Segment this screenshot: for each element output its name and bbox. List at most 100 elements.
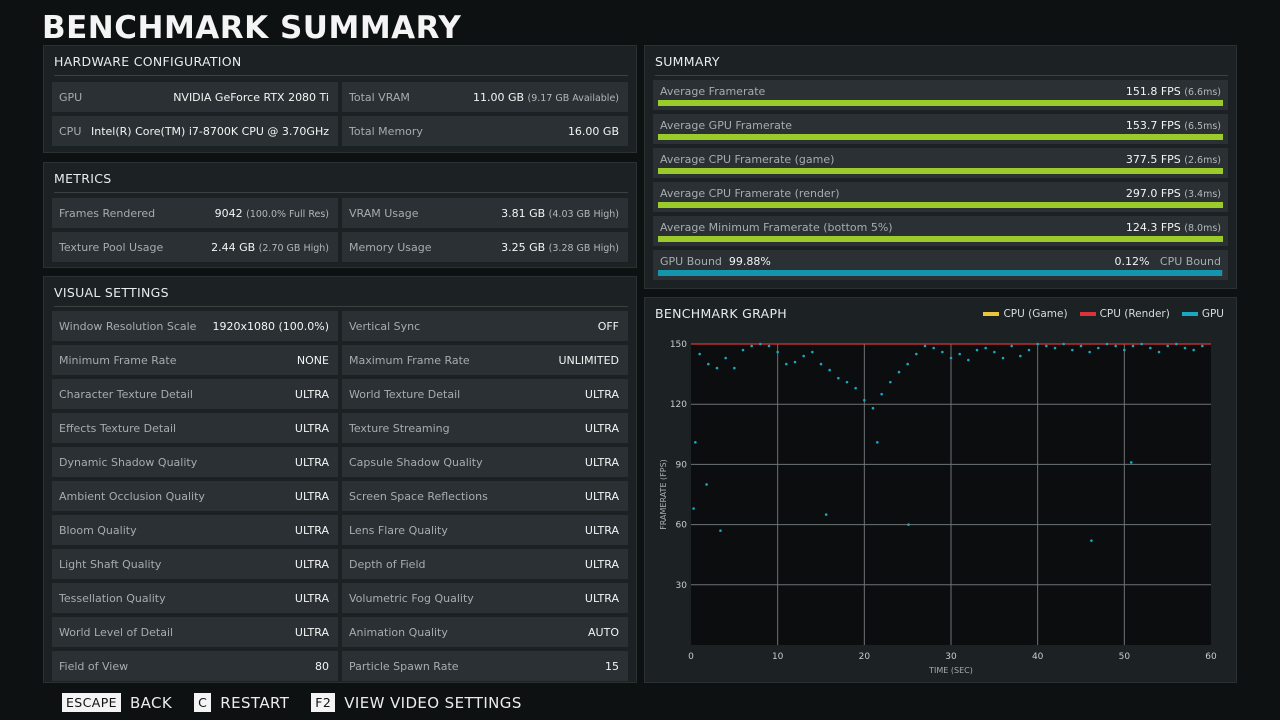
gpu-framerate-point	[1201, 344, 1204, 348]
gpu-framerate-point	[1019, 354, 1022, 358]
action-label: BACK	[129, 693, 173, 712]
x-tick-label: 30	[945, 652, 957, 662]
setting-cell: World Level of Detail ULTRA	[52, 617, 338, 647]
vram-value-wrap: 11.00 GB (9.17 GB Available)	[473, 91, 619, 104]
benchmark-graph-panel: BENCHMARK GRAPH CPU (Game) CPU (Render) GP…	[644, 297, 1237, 683]
setting-cell: Field of View 80	[52, 651, 338, 681]
gpu-framerate-point	[941, 350, 944, 354]
summary-bar	[658, 202, 1223, 208]
setting-value: AUTO	[588, 626, 619, 639]
setting-cell: Maximum Frame Rate UNLIMITED	[342, 345, 628, 375]
summary-bar-fill	[658, 100, 1223, 106]
setting-value: 80	[315, 660, 329, 673]
gpu-framerate-point	[733, 366, 736, 370]
footer-action-restart[interactable]: C RESTART	[194, 693, 289, 712]
gpu-framerate-point	[1036, 342, 1039, 346]
setting-value: ULTRA	[584, 524, 619, 537]
gpu-bound-fill	[658, 270, 1223, 276]
gpu-framerate-point	[1140, 342, 1143, 346]
y-tick-label: 30	[676, 581, 688, 591]
memory-usage-sub: (3.28 GB High)	[548, 243, 619, 254]
summary-bar-fill	[658, 236, 1223, 242]
cpu-bound-wrap: 0.12% CPU Bound	[1114, 255, 1221, 268]
summary-row: Average CPU Framerate (render) 297.0 FPS …	[653, 182, 1228, 212]
setting-cell: Minimum Frame Rate NONE	[52, 345, 338, 375]
frames-value-wrap: 9042 (100.0% Full Res)	[215, 207, 329, 220]
setting-label: Bloom Quality	[59, 524, 137, 537]
vram-usage-cell: VRAM Usage 3.81 GB (4.03 GB High)	[342, 198, 628, 228]
gpu-framerate-point	[1166, 344, 1169, 348]
gpu-framerate-point	[984, 346, 987, 350]
setting-cell: Screen Space Reflections ULTRA	[342, 481, 628, 511]
gpu-framerate-point	[698, 352, 701, 356]
vram-label: Total VRAM	[349, 91, 410, 104]
cpu-bound-label: CPU Bound	[1159, 255, 1221, 268]
gpu-framerate-point	[854, 386, 857, 390]
gpu-framerate-point	[863, 398, 866, 402]
vram-usage-value: 3.81 GB	[501, 207, 546, 220]
gpu-framerate-point	[824, 513, 828, 516]
texture-pool-value: 2.44 GB	[211, 241, 256, 254]
gpu-framerate-point	[1183, 346, 1187, 350]
setting-value: ULTRA	[294, 490, 329, 503]
summary-value: 297.0 FPS	[1125, 187, 1181, 200]
footer-action-view-video-settings[interactable]: F2 VIEW VIDEO SETTINGS	[311, 693, 521, 712]
gpu-framerate-point	[819, 362, 823, 366]
gpu-framerate-point	[1027, 348, 1031, 352]
setting-label: Texture Streaming	[349, 422, 450, 435]
gpu-bound-value: 99.88%	[728, 255, 771, 268]
gpu-framerate-point	[1123, 348, 1126, 352]
summary-value: 151.8 FPS	[1125, 85, 1181, 98]
texture-pool-sub: (2.70 GB High)	[258, 243, 329, 254]
gpu-framerate-point	[694, 441, 697, 444]
setting-label: Character Texture Detail	[59, 388, 193, 401]
gpu-framerate-point	[1149, 346, 1152, 350]
frames-cell: Frames Rendered 9042 (100.0% Full Res)	[52, 198, 338, 228]
gpu-framerate-point	[759, 342, 762, 346]
memory-usage-wrap: 3.25 GB (3.28 GB High)	[501, 241, 619, 254]
memory-label: Total Memory	[349, 125, 423, 138]
summary-panel: SUMMARY Average Framerate 151.8 FPS (6.6m…	[644, 45, 1237, 289]
gpu-bound-label: GPU Bound	[660, 255, 722, 268]
summary-row: Average Framerate 151.8 FPS (6.6ms)	[653, 80, 1228, 110]
setting-cell: Character Texture Detail ULTRA	[52, 379, 338, 409]
gpu-framerate-point	[876, 441, 879, 444]
gpu-framerate-point	[750, 344, 753, 348]
setting-value: ULTRA	[584, 422, 619, 435]
summary-sub: (2.6ms)	[1184, 155, 1221, 166]
metrics-title: METRICS	[54, 171, 628, 193]
bound-row: GPU Bound 99.88% 0.12% CPU Bound	[653, 250, 1228, 280]
frames-value: 9042	[214, 207, 243, 220]
gpu-framerate-point	[967, 358, 970, 362]
setting-label: World Texture Detail	[349, 388, 461, 401]
gpu-framerate-point	[1090, 539, 1093, 542]
setting-value: ULTRA	[584, 490, 619, 503]
visual-settings-title: VISUAL SETTINGS	[54, 285, 628, 307]
setting-value: ULTRA	[294, 456, 329, 469]
summary-value-wrap: 297.0 FPS (3.4ms)	[1126, 187, 1221, 200]
memory-cell: Total Memory 16.00 GB	[342, 116, 628, 146]
texture-pool-label: Texture Pool Usage	[59, 241, 164, 254]
footer-action-back[interactable]: ESCAPE BACK	[62, 693, 172, 712]
setting-value: OFF	[597, 320, 619, 333]
summary-bar	[658, 134, 1223, 140]
legend-item: CPU (Render)	[1079, 308, 1170, 320]
vram-usage-label: VRAM Usage	[349, 207, 419, 220]
setting-cell: Texture Streaming ULTRA	[342, 413, 628, 443]
gpu-framerate-point	[1062, 342, 1065, 346]
legend-label: GPU	[1201, 308, 1224, 320]
gpu-framerate-point	[1114, 344, 1117, 348]
setting-cell: Light Shaft Quality ULTRA	[52, 549, 338, 579]
summary-label: Average Minimum Framerate (bottom 5%)	[660, 221, 893, 234]
setting-cell: Volumetric Fog Quality ULTRA	[342, 583, 628, 613]
setting-value: 15	[605, 660, 619, 673]
gpu-framerate-point	[1157, 350, 1161, 354]
setting-label: Maximum Frame Rate	[349, 354, 470, 367]
legend-item: CPU (Game)	[983, 308, 1068, 320]
vram-value: 11.00 GB	[472, 91, 525, 104]
gpu-framerate-point	[975, 348, 979, 352]
legend-swatch	[1181, 312, 1198, 316]
summary-bar	[658, 168, 1223, 174]
gpu-framerate-point	[802, 354, 805, 358]
gpu-framerate-point	[724, 356, 727, 360]
